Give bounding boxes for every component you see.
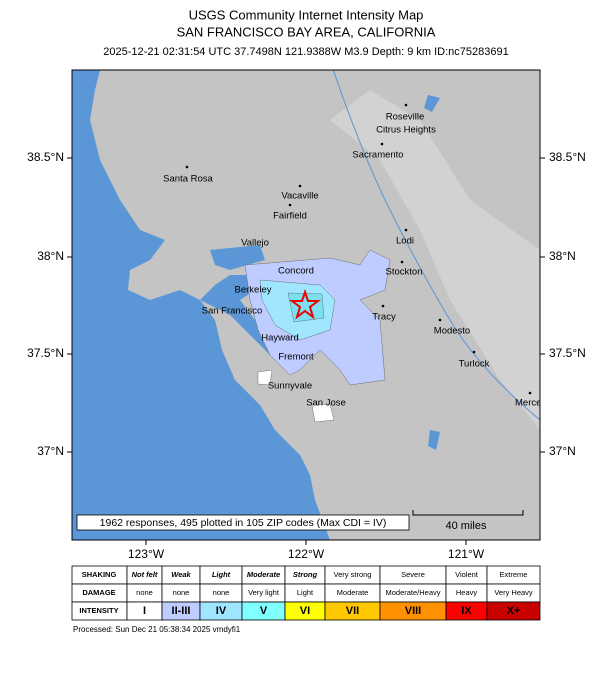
city-label: Stockton bbox=[386, 267, 423, 278]
city-label: Santa Rosa bbox=[163, 174, 213, 185]
table-text: Heavy bbox=[456, 588, 478, 597]
city-label: Vacaville bbox=[281, 191, 318, 202]
city-dot bbox=[185, 165, 189, 169]
map: Roseville Citrus Heights Sacramento Santa R… bbox=[72, 70, 547, 540]
city-label: Sunnyvale bbox=[268, 381, 312, 392]
bay bbox=[210, 245, 265, 270]
valley bbox=[330, 90, 540, 430]
city-dot bbox=[528, 391, 532, 395]
city-label: Tracy bbox=[372, 312, 396, 323]
city-dot bbox=[380, 142, 384, 146]
city-label: Fairfield bbox=[273, 211, 307, 222]
table-text: Severe bbox=[401, 570, 425, 579]
city-dot bbox=[438, 318, 442, 322]
city-dot bbox=[381, 304, 385, 308]
city-label: Lodi bbox=[396, 236, 414, 247]
region: SAN FRANCISCO BAY AREA, CALIFORNIA bbox=[177, 24, 436, 39]
lon-label: 121°W bbox=[448, 547, 485, 561]
scale-label: 40 miles bbox=[446, 520, 487, 532]
table-text: Light bbox=[297, 588, 314, 597]
river bbox=[332, 70, 540, 421]
row-label: SHAKING bbox=[82, 570, 117, 579]
city-label: San Francisco bbox=[202, 306, 263, 317]
lat-label: 38.5°N bbox=[27, 150, 64, 164]
table-text: Moderate/Heavy bbox=[385, 588, 440, 597]
table-text: X+ bbox=[507, 605, 521, 617]
table-text: IX bbox=[461, 605, 472, 617]
ocean bbox=[72, 70, 330, 540]
city-dot bbox=[472, 350, 476, 354]
table-text: IV bbox=[216, 605, 227, 617]
lat-label: 38°N bbox=[549, 249, 576, 263]
responses: 1962 responses, 495 plotted in 105 ZIP c… bbox=[100, 517, 387, 529]
row-label: DAMAGE bbox=[82, 588, 115, 597]
scale-bar bbox=[412, 510, 524, 516]
table-text: Very light bbox=[248, 588, 280, 597]
row-label: INTENSITY bbox=[79, 606, 118, 615]
legend-box bbox=[76, 514, 410, 531]
table-text: Strong bbox=[293, 570, 318, 579]
city-dot bbox=[404, 103, 408, 107]
footer: Processed: Sun Dec 21 05:38:34 2025 vmdy… bbox=[73, 625, 241, 634]
city-label: San Jose bbox=[306, 398, 346, 409]
table-text: none bbox=[136, 588, 153, 597]
city-dot bbox=[404, 228, 408, 232]
city-dot bbox=[298, 184, 302, 188]
table-text: I bbox=[143, 605, 146, 617]
epicenter bbox=[289, 288, 321, 320]
city-label: Merced bbox=[515, 398, 547, 409]
table-text: none bbox=[173, 588, 190, 597]
city-dot bbox=[288, 203, 292, 207]
lon-label: 122°W bbox=[288, 547, 325, 561]
city-label: Fremont bbox=[278, 352, 314, 363]
table-text: Weak bbox=[171, 570, 191, 579]
table-text: Light bbox=[212, 570, 231, 579]
event-info: 2025-12-21 02:31:54 UTC 37.7498N 121.938… bbox=[103, 46, 508, 58]
table-text: V bbox=[260, 605, 268, 617]
lat-label: 38°N bbox=[37, 249, 64, 263]
city-label: Concord bbox=[278, 266, 314, 277]
city-label: Turlock bbox=[459, 359, 490, 370]
city-label: Berkeley bbox=[235, 285, 272, 296]
cities: Roseville Citrus Heights Sacramento Santa R… bbox=[163, 103, 547, 409]
table-text: Moderate bbox=[247, 570, 280, 579]
lat-label: 37°N bbox=[549, 444, 576, 458]
city-dot bbox=[400, 260, 404, 264]
city-label: Citrus Heights bbox=[376, 125, 436, 136]
table-text: II-III bbox=[172, 605, 191, 617]
city-label: Hayward bbox=[261, 333, 299, 344]
table-text: VII bbox=[346, 605, 359, 617]
intensity-zone bbox=[257, 369, 335, 423]
lon-label: 123°W bbox=[128, 547, 165, 561]
lake bbox=[424, 95, 440, 112]
table-text: VI bbox=[300, 605, 310, 617]
lat-label: 37°N bbox=[37, 444, 64, 458]
table-text: Very strong bbox=[334, 570, 372, 579]
table-text: Extreme bbox=[500, 570, 528, 579]
city-label: Modesto bbox=[434, 326, 470, 337]
table-text: Not felt bbox=[132, 570, 158, 579]
table-text: VIII bbox=[405, 605, 422, 617]
table-text: Very Heavy bbox=[494, 588, 533, 597]
lat-label: 37.5°N bbox=[27, 346, 64, 360]
city-label: Vallejo bbox=[241, 238, 269, 249]
lat-label: 38.5°N bbox=[549, 150, 586, 164]
title: USGS Community Internet Intensity Map bbox=[189, 7, 424, 22]
table-cell bbox=[486, 601, 541, 621]
table-text: none bbox=[213, 588, 230, 597]
table-text: Moderate bbox=[337, 588, 369, 597]
lake bbox=[428, 430, 440, 450]
lat-label: 37.5°N bbox=[549, 346, 586, 360]
city-label: Sacramento bbox=[352, 150, 403, 161]
city-label: Roseville bbox=[386, 112, 425, 123]
table-text: Violent bbox=[455, 570, 479, 579]
